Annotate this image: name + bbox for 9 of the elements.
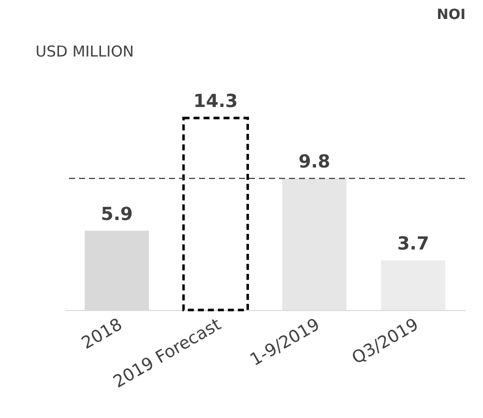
bar	[182, 116, 249, 312]
bar	[282, 178, 346, 310]
y-axis-title: USD MILLION	[36, 42, 134, 60]
data-label: 5.9	[100, 204, 133, 225]
data-label: 14.3	[193, 91, 238, 112]
chart-title: NOI	[436, 7, 466, 23]
bar	[381, 260, 446, 310]
data-label: 3.7	[397, 233, 430, 254]
data-label: 9.8	[298, 151, 330, 172]
